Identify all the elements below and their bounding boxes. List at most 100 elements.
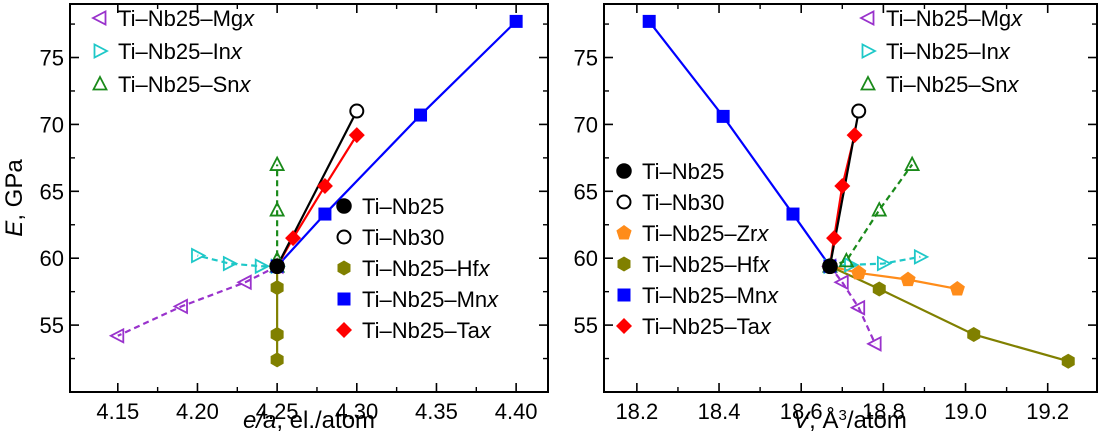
legend-marker-ti-nb25-hfx	[617, 256, 631, 272]
x-tick-label: 18.4	[698, 399, 741, 424]
legend-marker-ti-nb30	[336, 229, 352, 245]
y-axis-label: E, GPa	[1, 159, 28, 237]
x-tick-label: 18.6	[780, 399, 823, 424]
y-tick-label: 60	[40, 246, 64, 271]
y-tick-label: 70	[40, 112, 64, 137]
right-panel: 18.2 18.4 18.6 18.8 19.0 19.2 55 60 65 70 75 V, Å3/…	[574, 3, 1098, 433]
data-point-ti-nb25-inx	[222, 255, 239, 272]
legend-bottom-left: Ti–Nb25 Ti–Nb30 Ti–Nb25–Zrx Ti–Nb25–Hfx Ti–N…	[616, 159, 779, 339]
legend-marker-ti-nb25-mnx	[617, 288, 631, 302]
data-point-ti-nb25-mgx	[172, 298, 188, 315]
data-point-ti-nb25-hfx	[967, 326, 981, 342]
x-tick-label: 4.30	[335, 399, 378, 424]
y-tick-label: 75	[574, 46, 598, 71]
x-tick-label: 4.35	[415, 399, 458, 424]
x-tick-label: 4.25	[256, 399, 299, 424]
y-tick-label: 60	[574, 246, 598, 271]
legend-marker-ti-nb25-inx	[861, 43, 877, 59]
x-tick-label: 18.8	[862, 399, 905, 424]
legend-marker-ti-nb25-mnx	[337, 292, 351, 306]
legend-marker-ti-nb30	[616, 194, 632, 210]
data-point-ti-nb25-snx	[871, 201, 888, 217]
data-point-ti-nb30	[851, 103, 867, 119]
x-tick-label: 19.0	[944, 399, 987, 424]
legend-label: Ti–Nb25–Mnx	[642, 283, 779, 308]
data-point-ti-nb25-snx	[838, 251, 855, 268]
data-point-ti-nb30	[349, 103, 365, 119]
data-point-ti-nb25-tax	[348, 127, 365, 144]
series-line-ti-nb25-mgx	[829, 265, 877, 345]
legend-bottom-right: Ti–Nb25 Ti–Nb30 Ti–Nb25–Hfx Ti–Nb25–Mnx Ti–N…	[336, 194, 499, 343]
y-tick-label: 65	[574, 179, 598, 204]
legend-label: Ti–Nb25	[362, 194, 444, 219]
data-point-ti-nb25-tax	[316, 177, 333, 194]
data-point-ti-nb25-hfx	[270, 352, 284, 368]
data-point-ti-nb25-zrx	[949, 280, 965, 296]
legend-label: Ti–Nb25–Zrx	[642, 221, 769, 246]
data-point-ti-nb25-inx	[191, 247, 207, 264]
legend-label: Ti–Nb25–Mgx	[118, 6, 255, 31]
data-point-ti-nb25-zrx	[900, 271, 916, 287]
x-tick-label: 4.40	[495, 399, 538, 424]
series-line-ti-nb25-inx	[197, 254, 278, 268]
series-line-ti-nb25-mnx	[276, 20, 517, 267]
legend-marker-ti-nb25-mgx	[859, 10, 875, 26]
plot-frame	[603, 3, 1098, 393]
y-tick-label: 55	[574, 313, 598, 338]
data-point-ti-nb25-inx	[876, 255, 893, 272]
data-point-ti-nb25-hfx	[872, 281, 886, 297]
data-point-ti-nb25-zrx	[851, 264, 867, 280]
data-point-ti-nb25-hfx	[1061, 353, 1075, 369]
x-tick-label: 19.2	[1026, 399, 1069, 424]
legend-label: Ti–Nb25–Snx	[886, 72, 1019, 97]
data-point-ti-nb25-mgx	[849, 299, 866, 316]
legend-label: Ti–Nb25–Inx	[118, 39, 243, 64]
data-point-ti-nb25-mgx	[833, 274, 849, 291]
data-point-ti-nb25	[269, 258, 285, 274]
data-point-ti-nb25-hfx	[270, 280, 284, 296]
legend-marker-ti-nb25	[336, 198, 352, 214]
data-point-ti-nb25-tax	[285, 230, 302, 247]
legend-marker-ti-nb25-tax	[616, 318, 632, 334]
data-point-ti-nb25-snx	[269, 155, 286, 171]
data-point-ti-nb25-mnx	[414, 108, 428, 122]
series-line-ti-nb25-mgx	[117, 265, 278, 337]
legend-label: Ti–Nb25–Mgx	[886, 6, 1023, 31]
legend-label: Ti–Nb25–Tax	[362, 318, 492, 343]
legend-marker-ti-nb25-tax	[336, 322, 352, 338]
plot-frame	[69, 3, 549, 393]
data-point-ti-nb25-tax	[826, 230, 843, 247]
legend-top-right: Ti–Nb25–Mgx Ti–Nb25–Inx Ti–Nb25–Snx	[859, 6, 1023, 97]
data-point-ti-nb25	[822, 258, 838, 274]
legend-marker-ti-nb25-zrx	[616, 225, 632, 240]
legend-marker-ti-nb25-snx	[860, 75, 876, 91]
data-point-ti-nb25-mgx	[866, 335, 882, 352]
series-line-ti-nb25-mnx	[648, 20, 831, 267]
x-tick-label: 4.20	[176, 399, 219, 424]
y-tick-label: 70	[574, 112, 598, 137]
legend-marker-ti-nb25	[616, 163, 632, 179]
data-point-ti-nb25-mnx	[318, 207, 332, 221]
y-tick-label: 75	[40, 46, 64, 71]
series-line-ti-nb25-hfx	[829, 265, 1069, 363]
data-point-ti-nb25-snx	[904, 155, 921, 171]
legend-marker-ti-nb25-mgx	[91, 10, 107, 26]
data-point-ti-nb25-inx	[254, 258, 271, 275]
legend-marker-ti-nb25-hfx	[337, 260, 351, 276]
legend-label: Ti–Nb25–Inx	[886, 39, 1011, 64]
series-line-ti-nb25-snx	[829, 163, 914, 268]
data-point-ti-nb25-tax	[846, 127, 863, 144]
legend-label: Ti–Nb25–Snx	[118, 72, 251, 97]
data-point-ti-nb25-tax	[834, 177, 851, 194]
y-tick-label: 65	[40, 179, 64, 204]
data-point-ti-nb25-hfx	[270, 326, 284, 342]
data-point-ti-nb25-inx	[913, 248, 930, 265]
x-tick-label: 4.15	[96, 399, 139, 424]
legend-label: Ti–Nb30	[362, 225, 444, 250]
legend-label: Ti–Nb25–Mnx	[362, 287, 499, 312]
y-tick-label: 55	[40, 313, 64, 338]
legend-label: Ti–Nb30	[642, 190, 724, 215]
x-tick-label: 18.2	[615, 399, 658, 424]
legend-marker-ti-nb25-snx	[92, 75, 108, 91]
